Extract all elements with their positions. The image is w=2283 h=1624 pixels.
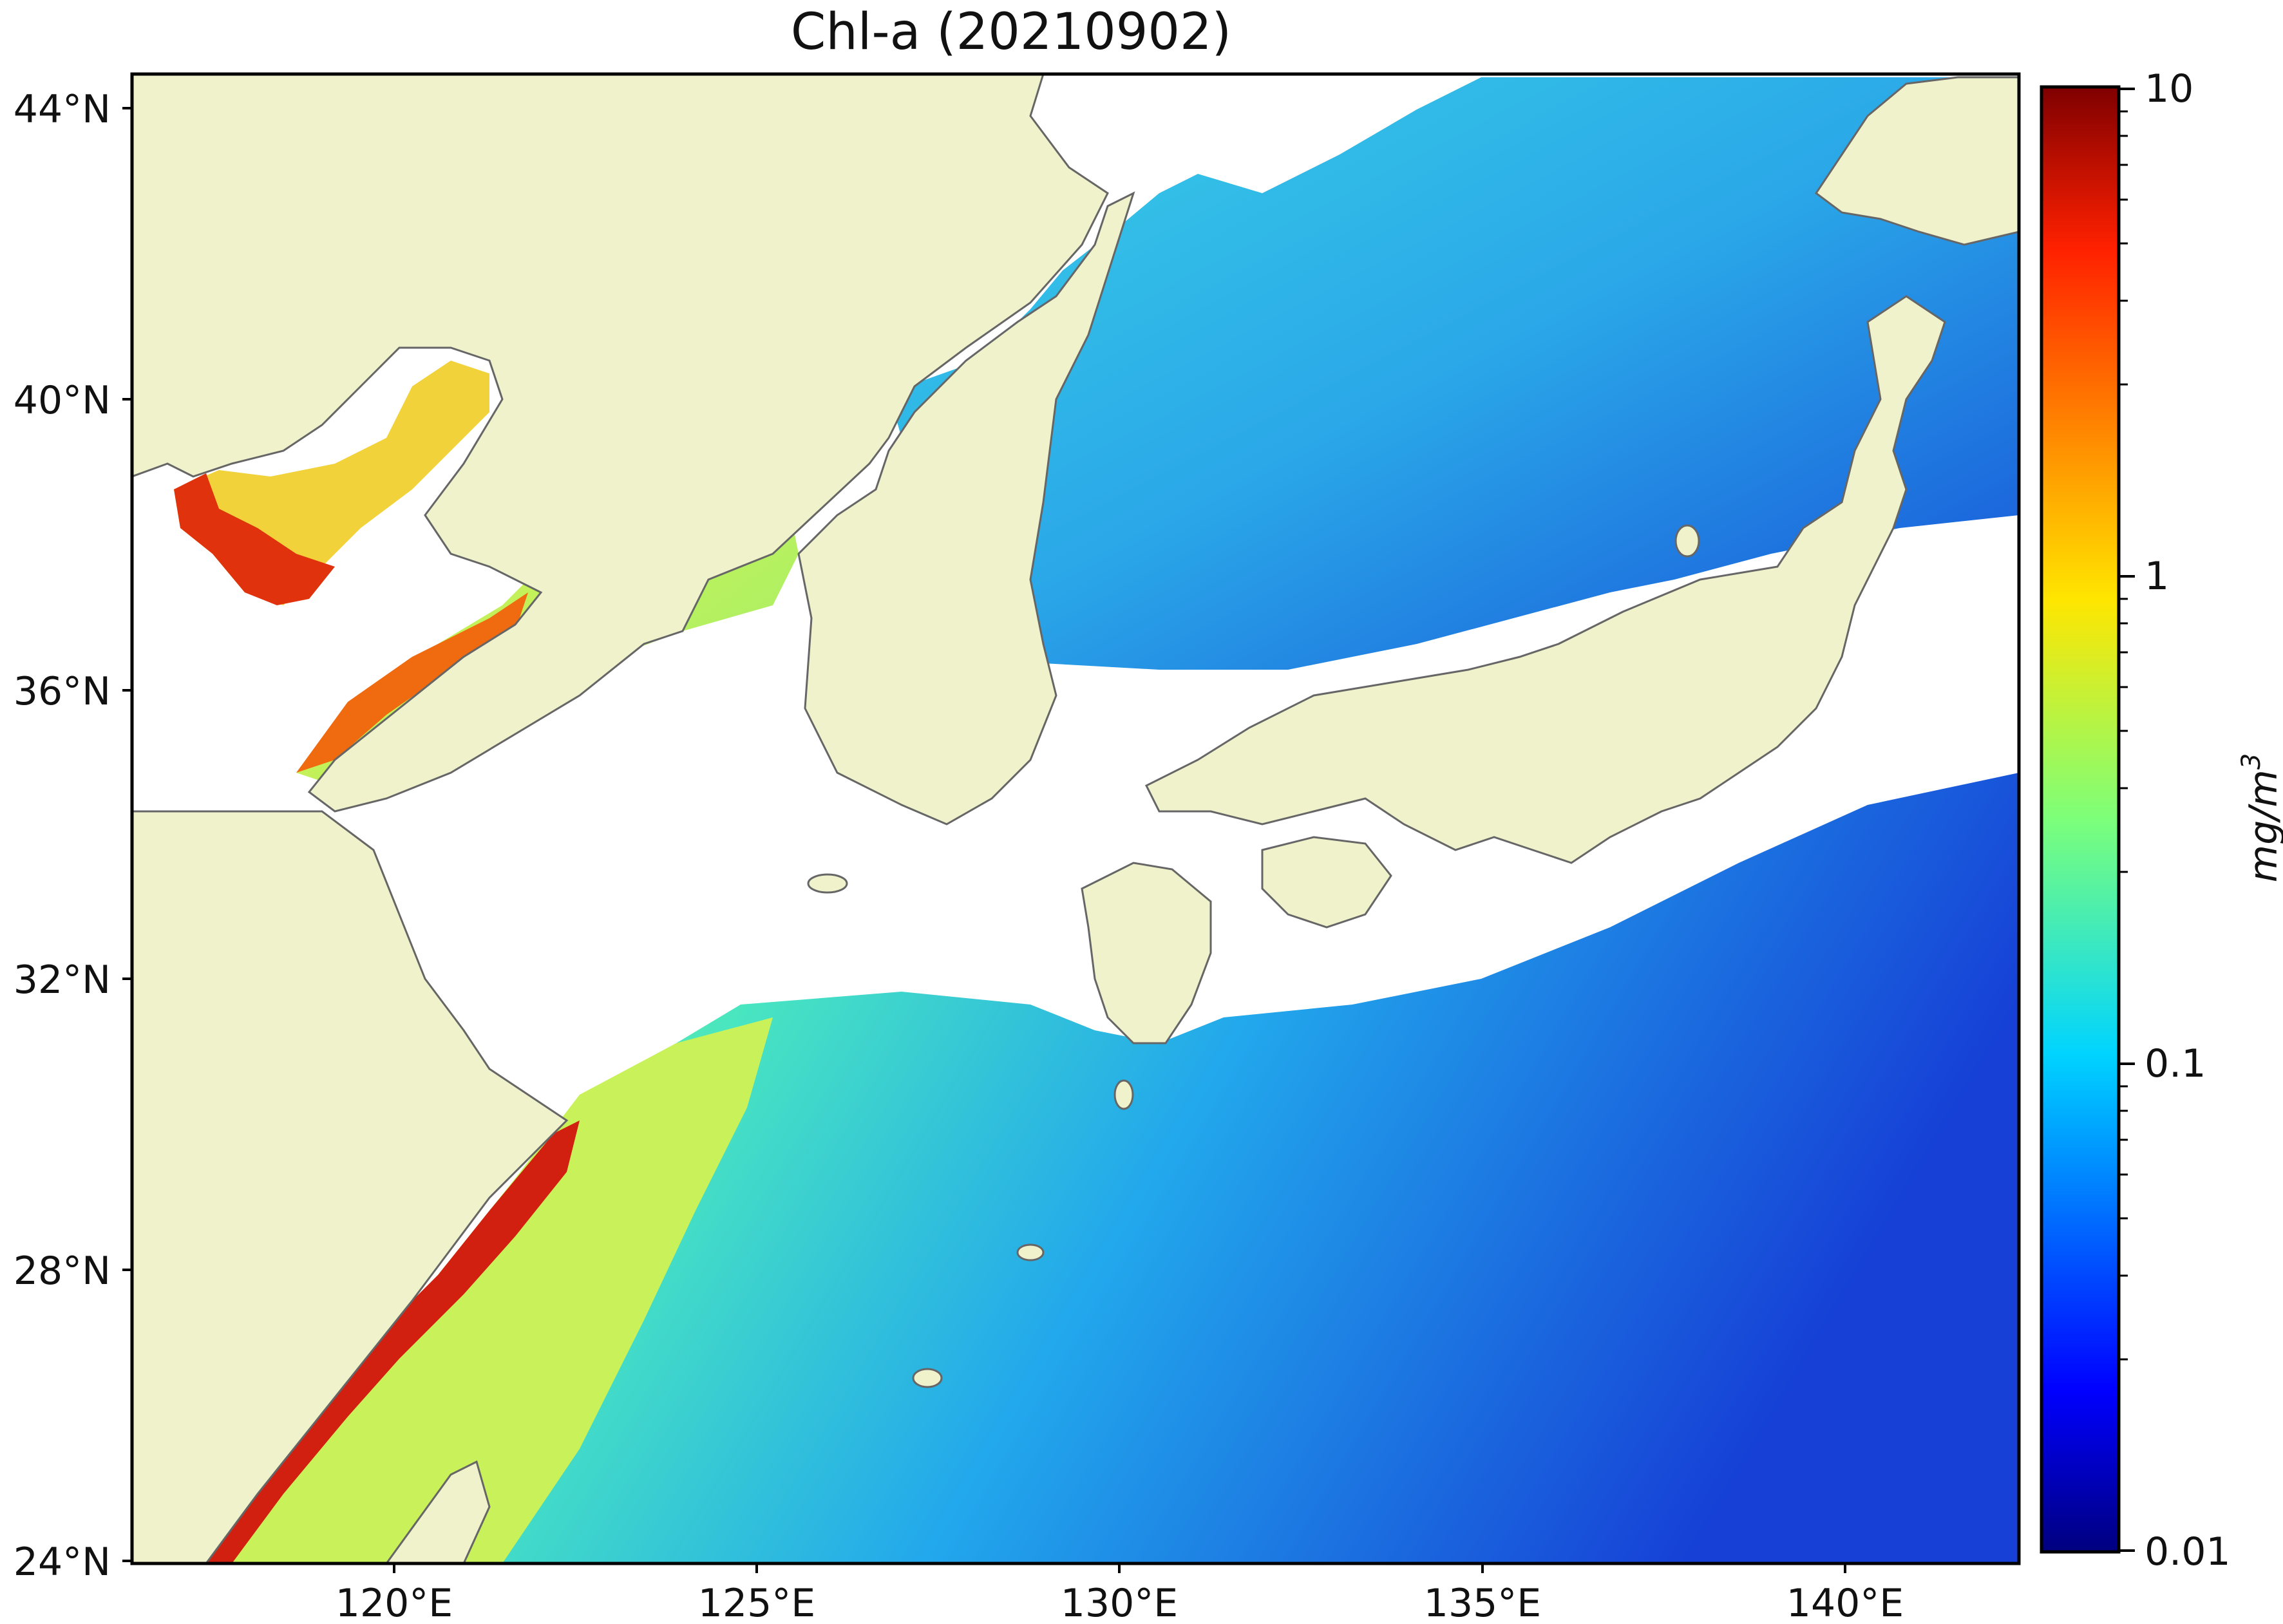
japan-shikoku-land [1261,836,1392,929]
lat-label-40: 40°N [14,378,111,423]
japan-kyushu-land [1081,862,1212,1044]
colorbar-tick-0-1: 0.1 [2145,1041,2206,1086]
lon-label-140: 140°E [1786,1581,1904,1624]
shandong-coast-bloom [296,592,528,773]
colorbar-gradient [2040,85,2121,1554]
map-frame [130,72,2021,1565]
jeju-island-land [807,873,848,894]
sado-island-land [1674,524,1700,558]
map-title: Chl-a (20210902) [790,3,1232,61]
latitude-axis: 44°N 40°N 36°N 32°N 28°N 24°N [14,87,132,1585]
pacific-ocean-chlorophyll [451,773,2019,1563]
colorbar: 10 1 0.1 0.01 mg/m3 [2040,66,2283,1574]
china-mainland-land [132,74,1109,1563]
bohai-red-edge [174,473,335,605]
japan-hokkaido-land [1814,76,2019,246]
colorbar-unit-label: mg/m3 [2237,753,2283,883]
map-plot-area [132,74,2019,1563]
korean-peninsula-land [797,191,1135,826]
amami-island-land [1016,1243,1045,1261]
taiwan-land [385,1460,491,1563]
colorbar-tick-10: 10 [2145,66,2193,111]
lat-label-36: 36°N [14,669,111,714]
lat-label-28: 28°N [14,1249,111,1294]
longitude-axis: 120°E 125°E 130°E 135°E 140°E [336,1563,1904,1624]
sea-of-japan-chlorophyll [889,77,2019,670]
colorbar-tick-1: 1 [2145,554,2169,599]
lat-label-32: 32°N [14,958,111,1003]
tanegashima-island-land [1113,1079,1134,1110]
lon-label-135: 135°E [1424,1581,1541,1624]
lat-label-24: 24°N [14,1540,111,1585]
okinawa-island-land [912,1368,943,1388]
lon-label-125: 125°E [698,1581,815,1624]
lon-label-130: 130°E [1061,1581,1178,1624]
lat-label-44: 44°N [14,87,111,132]
colorbar-tick-0-01: 0.01 [2145,1529,2231,1574]
colorbar-minor-ticks [2119,110,2128,1361]
lon-label-120: 120°E [336,1581,453,1624]
japan-honshu-land [1144,295,1946,864]
